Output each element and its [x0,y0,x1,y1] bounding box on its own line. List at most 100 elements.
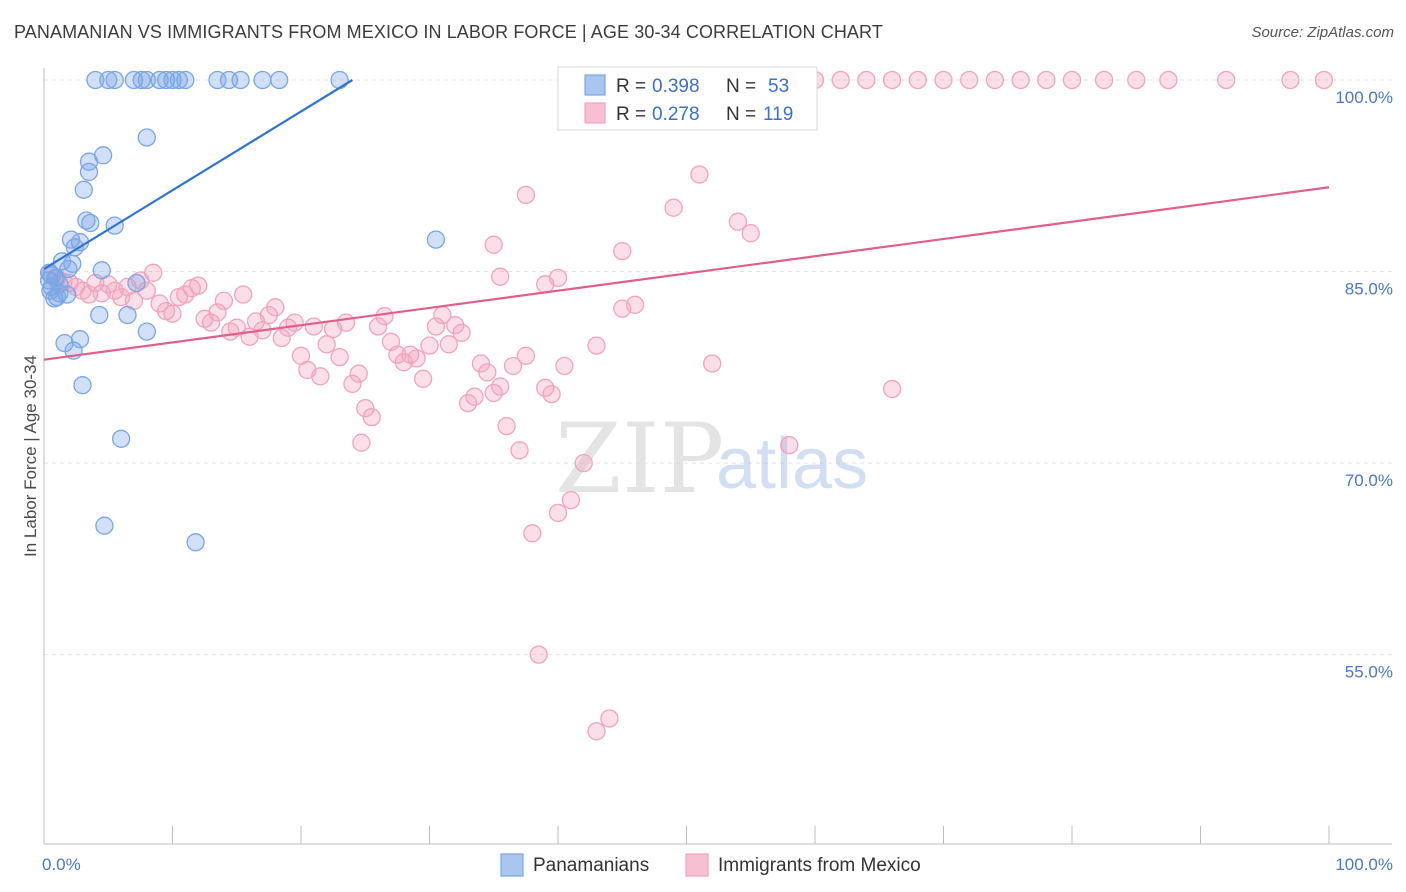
x-tick-labels: 0.0% 100.0% [42,855,1393,874]
source-label: Source: ZipAtlas.com [1251,24,1394,41]
point-panamanians [231,70,250,90]
point-mexico [304,317,323,336]
point-mexico [234,285,253,304]
point-mexico [163,304,182,323]
point-panamanians [99,70,118,90]
point-mexico [407,349,426,368]
data-points [39,70,1334,741]
point-panamanians [79,152,99,171]
legend-n-value: 53 [768,76,789,97]
point-mexico [420,336,439,355]
point-mexico [542,384,561,404]
point-mexico [1062,70,1082,90]
watermark: ZIP atlas [555,403,868,515]
point-mexico [426,317,446,336]
point-mexico [516,346,536,365]
point-mexico [548,503,568,523]
trend-line-mexico [43,186,1330,361]
point-mexico [1281,70,1300,90]
point-panamanians [137,70,156,90]
point-mexico [587,336,606,355]
point-panamanians [270,70,289,90]
point-mexico [452,323,471,342]
point-mexico [690,165,709,184]
point-mexico [555,356,574,376]
point-panamanians [137,322,156,341]
point-mexico [857,70,876,90]
point-mexico [311,367,330,386]
point-mexico [227,318,246,337]
point-mexico [529,645,548,664]
point-mexico [516,185,536,205]
point-mexico [882,70,902,90]
point-panamanians [45,289,64,308]
point-mexico [613,241,632,261]
point-mexico [1127,70,1146,90]
point-mexico [741,224,760,243]
point-mexico [523,524,542,543]
point-mexico [1037,70,1056,90]
point-mexico [317,335,336,354]
point-mexico [536,275,555,294]
y-tick-labels: 100.0% 85.0% 70.0% 55.0% [1335,88,1393,682]
y-tick-label: 85.0% [1345,280,1393,299]
y-tick-label: 55.0% [1345,663,1393,682]
point-panamanians [90,305,109,325]
point-mexico [664,198,683,217]
point-mexico [503,356,523,376]
legend-r-value: 0.398 [652,76,700,97]
point-mexico [831,70,850,90]
point-mexico [349,364,368,383]
legend-r-value: 0.278 [652,104,700,125]
point-panamanians [330,70,349,90]
chart-title: PANAMANIAN VS IMMIGRANTS FROM MEXICO IN … [14,22,883,42]
point-mexico [375,307,394,326]
point-mexico [336,313,356,332]
point-mexico [561,490,581,510]
trend-lines [43,79,1330,361]
point-panamanians [124,70,144,90]
point-panamanians [426,230,446,249]
legend-n-value: 119 [763,104,793,125]
point-panamanians [118,305,137,325]
correlation-legend: R = 0.398 N = 53 R = 0.278 N = 119 [557,66,818,131]
point-mexico [285,313,304,332]
point-mexico [330,347,349,367]
point-mexico [1314,70,1334,90]
series-legend-label-mexico: Immigrants from Mexico [718,855,921,876]
point-mexico [491,377,510,396]
point-mexico [362,407,381,427]
point-mexico [985,70,1005,90]
point-mexico [780,436,799,455]
point-mexico [587,722,606,741]
y-axis-label: In Labor Force | Age 30-34 [21,355,40,557]
point-mexico [613,299,632,318]
point-mexico [728,212,748,231]
point-mexico [465,387,484,406]
point-mexico [208,303,227,322]
point-panamanians [105,70,124,90]
point-panamanians [95,516,114,535]
point-mexico [491,267,510,286]
point-panamanians [111,429,131,448]
watermark-zip: ZIP [555,403,724,515]
legend-r-label: R = [616,104,646,125]
point-panamanians [79,162,99,182]
point-mexico [1094,70,1114,90]
axes [43,68,1392,845]
point-panamanians [81,213,100,233]
point-mexico [882,379,902,399]
point-mexico [1159,70,1178,90]
point-mexico [484,235,503,254]
y-tick-label: 100.0% [1335,88,1393,107]
point-mexico [343,374,362,394]
point-mexico [266,298,285,317]
point-panamanians [73,376,92,395]
point-mexico [439,335,458,354]
point-panamanians [92,261,111,280]
legend-swatch-mexico [584,102,606,124]
legend-n-label: N = [726,104,756,125]
point-mexico [189,276,208,295]
watermark-atlas: atlas [716,424,868,504]
series-legend: Panamanians Immigrants from Mexico [500,853,921,877]
